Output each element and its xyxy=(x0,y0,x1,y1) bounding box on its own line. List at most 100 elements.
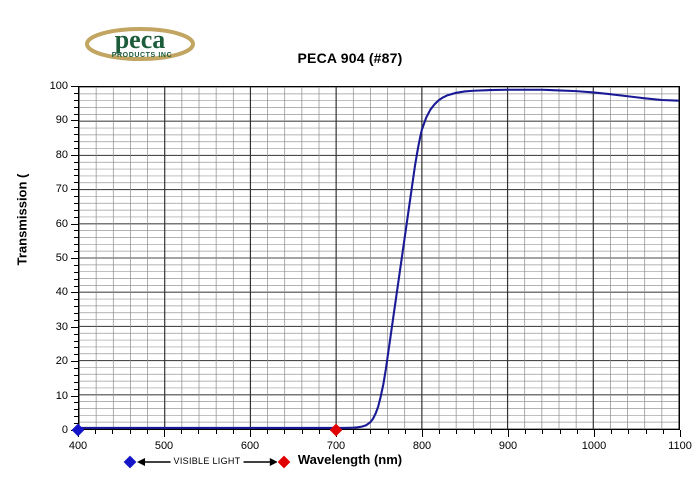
y-tick-major xyxy=(71,361,78,363)
x-tick-minor xyxy=(95,430,97,434)
x-tick-major xyxy=(422,430,423,437)
y-tick-minor xyxy=(74,409,78,411)
x-tick-major xyxy=(594,430,595,437)
y-tick-minor xyxy=(74,147,78,149)
y-tick-major xyxy=(71,395,78,397)
y-tick-minor xyxy=(74,168,78,170)
y-tick-major xyxy=(71,154,78,156)
y-tick-minor xyxy=(74,278,78,280)
y-tick-minor xyxy=(74,347,78,349)
y-tick-label: 20 xyxy=(55,355,68,368)
x-tick-label: 900 xyxy=(498,440,518,452)
y-tick-minor xyxy=(74,216,78,218)
y-tick-minor xyxy=(74,244,78,246)
x-tick-minor xyxy=(387,430,389,434)
plot-area xyxy=(78,86,680,430)
y-tick-major xyxy=(71,258,78,259)
x-tick-minor xyxy=(611,430,613,434)
y-tick-label: 80 xyxy=(55,148,68,161)
x-tick-minor xyxy=(473,430,475,434)
y-tick-minor xyxy=(74,106,78,108)
y-tick-minor xyxy=(74,306,78,308)
x-tick-minor xyxy=(129,430,131,434)
y-tick-minor xyxy=(74,196,78,198)
y-tick-minor xyxy=(74,313,78,315)
y-tick-minor xyxy=(74,374,78,376)
x-tick-minor xyxy=(439,430,441,434)
y-tick-minor xyxy=(74,113,78,115)
x-tick-minor xyxy=(301,430,303,434)
y-tick-minor xyxy=(74,285,78,287)
transmission-curve xyxy=(79,88,679,429)
x-tick-label: 1100 xyxy=(668,440,692,452)
y-tick-minor xyxy=(74,141,78,143)
x-tick-major xyxy=(508,430,509,437)
y-tick-label: 50 xyxy=(55,252,68,264)
y-tick-major xyxy=(71,86,78,87)
y-tick-minor xyxy=(74,99,78,101)
y-tick-label: 40 xyxy=(55,286,68,299)
x-tick-minor xyxy=(576,430,578,434)
x-tick-minor xyxy=(146,430,148,434)
y-tick-minor xyxy=(74,271,78,273)
y-tick-major xyxy=(71,223,78,225)
y-tick-minor xyxy=(74,92,78,94)
x-tick-minor xyxy=(267,430,269,434)
x-tick-minor xyxy=(404,430,406,434)
y-tick-label: 60 xyxy=(55,217,68,230)
y-tick-minor xyxy=(74,230,78,232)
y-tick-minor xyxy=(74,402,78,404)
x-tick-minor xyxy=(318,430,320,434)
x-tick-minor xyxy=(559,430,561,434)
y-tick-label: 30 xyxy=(55,320,68,333)
gridlines xyxy=(79,87,679,429)
y-tick-minor xyxy=(74,381,78,383)
y-tick-label: 0 xyxy=(61,424,68,436)
y-tick-major xyxy=(71,326,78,328)
x-tick-minor xyxy=(232,430,234,434)
y-tick-minor xyxy=(74,209,78,211)
logo-tagline: PRODUCTS INC xyxy=(112,52,172,59)
x-tick-minor xyxy=(215,430,217,434)
x-axis-title: Wavelength (nm) xyxy=(297,452,403,467)
x-tick-minor xyxy=(525,430,527,434)
logo-wordmark: peca xyxy=(115,25,166,54)
y-tick-minor xyxy=(74,333,78,335)
x-tick-minor xyxy=(542,430,544,434)
x-tick-label: 1000 xyxy=(581,440,607,452)
x-tick-label: 800 xyxy=(412,440,432,452)
peca-logo: peca PRODUCTS INC xyxy=(84,20,196,64)
y-tick-minor xyxy=(74,134,78,136)
y-axis: 0 10 20 30 40 50 60 70 80 90 100 xyxy=(0,80,78,436)
x-tick-minor xyxy=(645,430,647,434)
y-tick-minor xyxy=(74,127,78,129)
x-tick-major xyxy=(680,430,681,437)
x-tick-major xyxy=(250,430,251,437)
peca-logo-graphic: peca PRODUCTS INC xyxy=(85,25,195,61)
y-tick-minor xyxy=(74,237,78,239)
y-tick-label: 90 xyxy=(55,114,68,127)
x-tick-major xyxy=(164,430,165,437)
y-tick-minor xyxy=(74,299,78,301)
y-tick-minor xyxy=(74,264,78,266)
y-tick-minor xyxy=(74,388,78,390)
y-tick-label: 100 xyxy=(49,80,68,92)
y-tick-minor xyxy=(74,175,78,177)
y-tick-minor xyxy=(74,340,78,342)
x-tick-label: 600 xyxy=(240,440,260,452)
y-tick-minor xyxy=(74,182,78,184)
y-tick-minor xyxy=(74,416,78,418)
x-tick-label: 700 xyxy=(326,440,346,452)
y-tick-minor xyxy=(74,161,78,163)
y-tick-minor xyxy=(74,423,78,425)
chart-title: PECA 904 (#87) xyxy=(297,50,403,66)
x-axis: 400 500 600 700 800 900 1000 1100 xyxy=(0,430,700,454)
x-tick-minor xyxy=(198,430,200,434)
y-tick-minor xyxy=(74,319,78,321)
y-axis-title: Transmission ( xyxy=(14,173,30,266)
visible-light-label: VISIBLE LIGHT xyxy=(170,456,244,466)
x-tick-label: 500 xyxy=(154,440,174,452)
x-tick-minor xyxy=(628,430,630,434)
y-tick-major xyxy=(71,189,78,191)
x-tick-minor xyxy=(353,430,355,434)
